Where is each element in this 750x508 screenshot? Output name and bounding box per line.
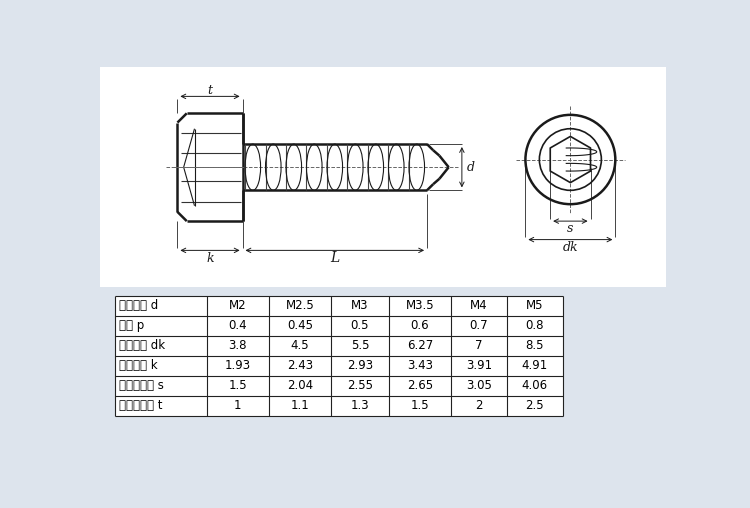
Text: 0.5: 0.5 [351, 320, 369, 332]
Text: 头部厚度 k: 头部厚度 k [119, 359, 158, 372]
Text: 3.43: 3.43 [407, 359, 433, 372]
Text: 1.3: 1.3 [351, 399, 369, 412]
Text: 4.5: 4.5 [290, 339, 309, 353]
Text: 3.8: 3.8 [229, 339, 248, 353]
Text: 1.93: 1.93 [225, 359, 251, 372]
Text: M3.5: M3.5 [406, 299, 434, 312]
Text: 2.43: 2.43 [286, 359, 313, 372]
Text: t: t [208, 84, 212, 97]
Text: 0.4: 0.4 [229, 320, 248, 332]
Text: M3: M3 [351, 299, 369, 312]
Text: 2: 2 [476, 399, 483, 412]
Text: 8.5: 8.5 [526, 339, 544, 353]
Text: M2.5: M2.5 [286, 299, 314, 312]
Text: 3.05: 3.05 [466, 379, 492, 392]
Bar [116, 296, 562, 416]
Text: 7: 7 [476, 339, 483, 353]
Text: dk: dk [562, 241, 578, 254]
Text: 2.93: 2.93 [347, 359, 373, 372]
Text: 1: 1 [234, 399, 242, 412]
Text: 0.8: 0.8 [526, 320, 544, 332]
Text: M2: M2 [229, 299, 247, 312]
Text: 2.04: 2.04 [286, 379, 313, 392]
Text: 0.45: 0.45 [287, 320, 313, 332]
Text: 2.55: 2.55 [347, 379, 373, 392]
Text: M4: M4 [470, 299, 488, 312]
Text: k: k [206, 251, 214, 265]
Text: 2.65: 2.65 [407, 379, 433, 392]
Text: 头部直径 dk: 头部直径 dk [119, 339, 166, 353]
Text: 内六角对边 s: 内六角对边 s [119, 379, 164, 392]
Text: 0.7: 0.7 [470, 320, 488, 332]
Text: 2.5: 2.5 [526, 399, 544, 412]
Text: 4.06: 4.06 [522, 379, 548, 392]
Text: 1.1: 1.1 [290, 399, 309, 412]
Text: d: d [467, 161, 476, 174]
Text: 3.91: 3.91 [466, 359, 492, 372]
Text: 0.6: 0.6 [411, 320, 429, 332]
Text: 螺距 p: 螺距 p [119, 320, 145, 332]
Text: 1.5: 1.5 [229, 379, 248, 392]
Bar [100, 67, 666, 287]
Text: 1.5: 1.5 [411, 399, 429, 412]
Text: 4.91: 4.91 [521, 359, 548, 372]
Text: 6.27: 6.27 [407, 339, 434, 353]
Text: 5.5: 5.5 [351, 339, 369, 353]
Text: 内六角孔深 t: 内六角孔深 t [119, 399, 163, 412]
Text: L: L [330, 251, 340, 265]
Text: s: s [567, 223, 574, 235]
Text: 螺纹直径 d: 螺纹直径 d [119, 299, 158, 312]
Text: M5: M5 [526, 299, 544, 312]
